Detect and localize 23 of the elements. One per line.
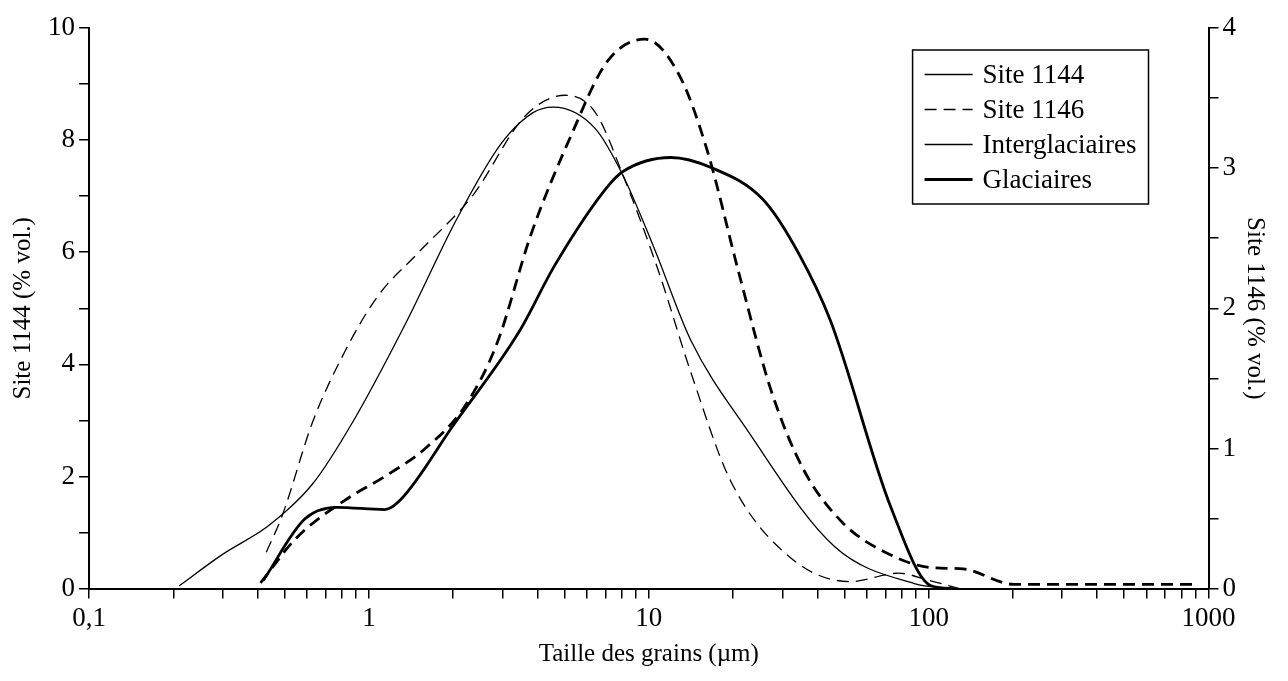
annotation: Interglaciaires	[982, 128, 1137, 159]
x-axis-title: Taille des grains (µm)	[538, 638, 759, 667]
y-tick-label: 10	[48, 11, 75, 42]
legend-label: Glaciaires	[982, 163, 1093, 194]
y-tick-label: 4	[61, 347, 76, 378]
legend-label: Site 1146	[982, 93, 1085, 124]
y2-tick-label: 0	[1222, 571, 1236, 602]
y-tick-label: 0	[61, 571, 75, 602]
legend-label: Site 1144	[982, 58, 1085, 89]
x-tick-label: 1	[362, 601, 376, 632]
x-tick-label: 1000	[1181, 601, 1236, 632]
y-tick-label: 6	[61, 235, 75, 266]
x-tick-label: 100	[908, 601, 949, 632]
y2-tick-label: 3	[1222, 151, 1236, 182]
x-tick-label: 10	[635, 601, 663, 632]
y2-tick-label: 4	[1222, 11, 1237, 42]
y-axis-title: Site 1144 (% vol.)	[7, 217, 36, 400]
y-tick-label: 2	[61, 459, 75, 490]
y2-tick-label: 1	[1222, 431, 1236, 462]
y-tick-label: 8	[61, 123, 75, 154]
y2-tick-label: 2	[1222, 291, 1236, 322]
y2-axis-title: Site 1146 (% vol.)	[1242, 217, 1271, 400]
x-tick-label: 0,1	[72, 601, 106, 632]
